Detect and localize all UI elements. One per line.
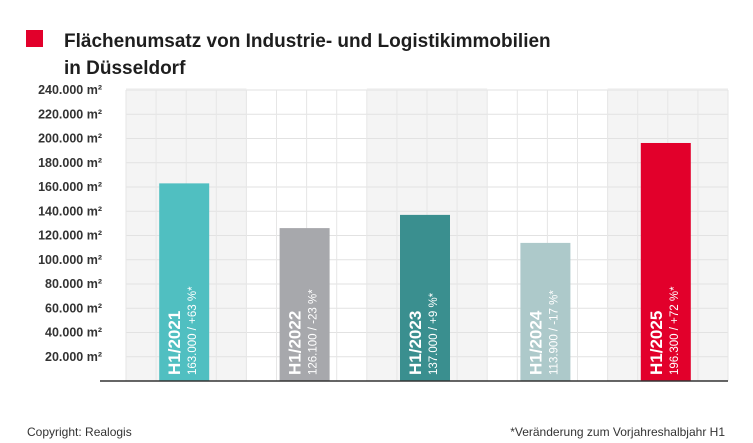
title-line-2: in Düsseldorf xyxy=(64,58,186,79)
bar xyxy=(279,228,330,381)
bar-category-label: H1/2023 xyxy=(406,311,425,375)
y-tick-label: 180.000 m² xyxy=(38,156,102,170)
y-tick-label: 60.000 m² xyxy=(45,301,102,315)
y-tick-label: 200.000 m² xyxy=(38,132,102,146)
y-tick-label: 80.000 m² xyxy=(45,277,102,291)
bar-category-label: H1/2025 xyxy=(647,311,666,375)
bar xyxy=(400,214,450,381)
title-marker xyxy=(26,30,43,47)
bar-category-label: H1/2022 xyxy=(286,311,305,375)
bar-category-label: H1/2021 xyxy=(165,311,184,375)
bar-category-label: H1/2024 xyxy=(526,310,545,375)
bar xyxy=(640,142,691,381)
bar xyxy=(520,242,571,381)
y-axis-ticks: 20.000 m² 40.000 m² 60.000 m² 80.000 m² 100.… xyxy=(38,83,102,364)
footnote-text: *Veränderung zum Vorjahreshalbjahr H1 xyxy=(510,425,725,439)
bar-value-label: 163.000 / +63 %* xyxy=(187,286,199,375)
copyright-text: Copyright: Realogis xyxy=(27,425,132,439)
bar-value-label: 126.100 / -23 %* xyxy=(308,289,320,375)
title-line-1: Flächenumsatz von Industrie- und Logisti… xyxy=(64,31,551,52)
bar xyxy=(159,183,210,381)
y-tick-label: 100.000 m² xyxy=(38,253,102,267)
y-tick-label: 220.000 m² xyxy=(38,107,102,121)
y-tick-label: 20.000 m² xyxy=(45,350,102,364)
bar-value-label: 196.300 / +72 %* xyxy=(669,286,681,375)
y-tick-label: 140.000 m² xyxy=(38,204,102,218)
bars: H1/2021 163.000 / +63 %* H1/2022 126.100 / … xyxy=(159,142,691,381)
y-tick-label: 120.000 m² xyxy=(38,229,102,243)
bar-value-label: 137.000 / +9 %* xyxy=(428,292,440,375)
y-tick-label: 160.000 m² xyxy=(38,180,102,194)
y-tick-label: 40.000 m² xyxy=(45,326,102,340)
y-tick-label: 240.000 m² xyxy=(38,83,102,97)
chart-title: Flächenumsatz von Industrie- und Logisti… xyxy=(64,28,684,82)
bar-value-label: 113.900 / -17 %* xyxy=(548,290,560,375)
